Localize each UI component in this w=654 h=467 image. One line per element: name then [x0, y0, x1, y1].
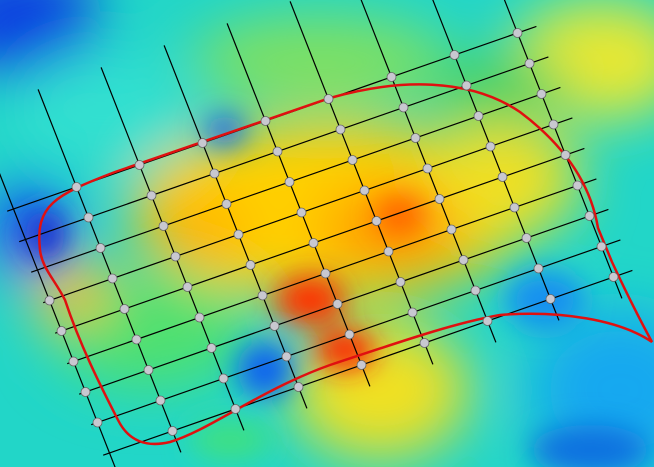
- node: [68, 356, 79, 367]
- node: [221, 199, 232, 209]
- grid-line: [79, 208, 609, 395]
- node: [56, 326, 67, 336]
- node: [260, 116, 271, 126]
- node: [206, 343, 217, 353]
- node: [71, 182, 82, 192]
- node: [107, 273, 118, 284]
- node: [386, 72, 397, 82]
- node: [44, 295, 55, 306]
- node: [269, 321, 280, 331]
- node: [335, 124, 346, 135]
- node: [434, 194, 445, 204]
- node: [608, 272, 619, 282]
- node: [131, 334, 142, 345]
- grid-lines: [0, 0, 633, 467]
- node: [398, 102, 409, 113]
- grid-line: [37, 89, 182, 453]
- node: [119, 304, 130, 314]
- node: [356, 360, 367, 370]
- node: [134, 160, 145, 170]
- node: [470, 285, 481, 296]
- node: [167, 426, 178, 436]
- grid-line: [31, 86, 561, 273]
- node: [158, 221, 169, 231]
- node: [524, 58, 535, 69]
- node: [296, 207, 307, 218]
- node: [422, 163, 433, 174]
- grid-line: [55, 147, 585, 334]
- grid-line: [67, 178, 597, 365]
- node: [332, 299, 343, 309]
- node: [293, 382, 304, 392]
- node: [533, 263, 544, 274]
- node: [596, 241, 607, 252]
- node: [323, 94, 334, 104]
- node: [92, 417, 103, 428]
- node: [410, 133, 421, 143]
- grid-line: [226, 23, 371, 387]
- node: [155, 395, 166, 406]
- node: [182, 282, 193, 292]
- node: [359, 185, 370, 196]
- node: [344, 329, 355, 340]
- node: [146, 190, 157, 201]
- node: [572, 180, 583, 191]
- node: [473, 111, 484, 121]
- node: [485, 141, 496, 152]
- node: [482, 316, 493, 326]
- node: [419, 338, 430, 348]
- node: [560, 150, 571, 160]
- node: [284, 177, 295, 187]
- node: [461, 80, 472, 91]
- grid-line: [360, 0, 497, 343]
- node: [545, 294, 556, 304]
- grid-line: [432, 0, 560, 321]
- grid-line: [0, 173, 116, 467]
- node: [383, 246, 394, 257]
- node: [521, 233, 532, 243]
- node: [257, 290, 268, 301]
- node: [233, 229, 244, 240]
- node: [536, 89, 547, 99]
- node: [194, 312, 205, 323]
- node: [80, 387, 91, 397]
- grid-line: [163, 45, 308, 409]
- node: [446, 224, 457, 235]
- grid-line: [100, 67, 245, 431]
- node: [497, 172, 508, 182]
- node: [245, 260, 256, 270]
- node: [272, 146, 283, 157]
- node: [449, 50, 460, 60]
- node: [371, 216, 382, 226]
- node: [548, 119, 559, 130]
- node: [209, 168, 220, 179]
- node: [281, 351, 292, 362]
- node: [143, 365, 154, 375]
- boundary: [38, 83, 654, 446]
- grid-line: [103, 269, 633, 456]
- node: [95, 243, 106, 253]
- grid-line: [289, 1, 434, 365]
- node: [509, 202, 520, 213]
- node: [308, 238, 319, 248]
- grid-line: [43, 117, 573, 304]
- node: [584, 211, 595, 221]
- node: [83, 212, 94, 223]
- node: [458, 255, 469, 265]
- grid-line: [503, 0, 623, 299]
- grid-line: [91, 239, 621, 426]
- node: [218, 373, 229, 384]
- node: [197, 138, 208, 148]
- nodes: [44, 28, 619, 436]
- node: [395, 277, 406, 287]
- node: [170, 251, 181, 262]
- node: [407, 307, 418, 318]
- node: [320, 268, 331, 279]
- node: [347, 155, 358, 165]
- node: [230, 404, 241, 414]
- node: [512, 28, 523, 38]
